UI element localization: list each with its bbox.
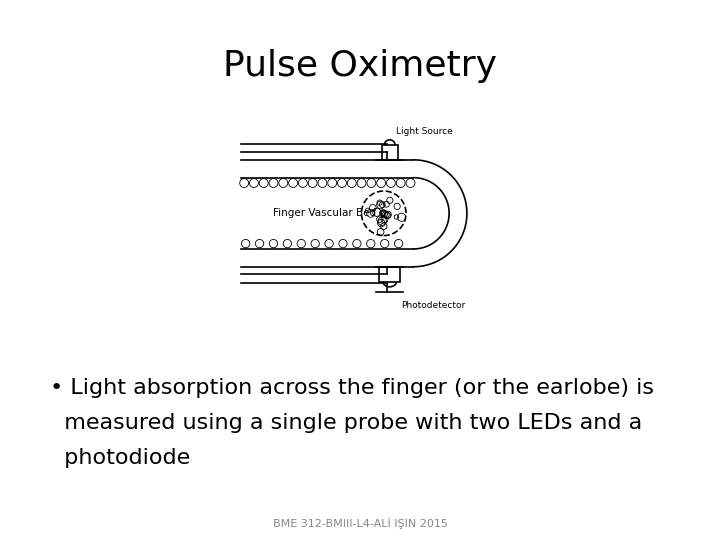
Bar (379, 267, 400, 281)
Text: measured using a single probe with two LEDs and a: measured using a single probe with two L… (50, 413, 643, 433)
Text: photodiode: photodiode (50, 448, 191, 468)
Text: Light Source: Light Source (396, 127, 452, 136)
Bar (382, 145, 398, 160)
Text: BME 312-BMIII-L4-ALİ IŞIN 2015: BME 312-BMIII-L4-ALİ IŞIN 2015 (273, 517, 447, 529)
Text: Photodetector: Photodetector (402, 301, 466, 310)
Text: Pulse Oximetry: Pulse Oximetry (223, 49, 497, 83)
Text: • Light absorption across the finger (or the earlobe) is: • Light absorption across the finger (or… (50, 378, 654, 398)
Text: Finger Vascular Bed: Finger Vascular Bed (273, 208, 376, 218)
